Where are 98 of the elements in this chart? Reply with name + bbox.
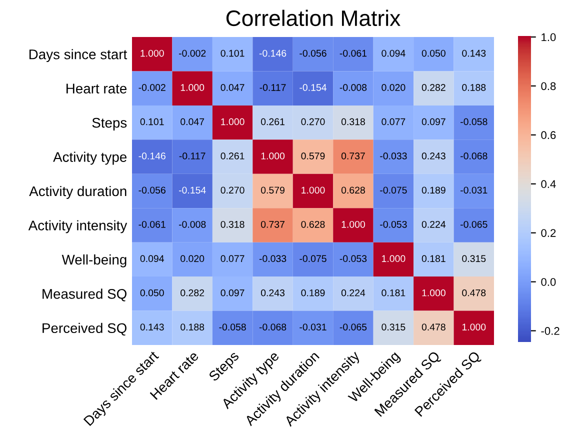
data-label: -0.008 xyxy=(340,84,367,91)
data-label: -0.068 xyxy=(460,152,488,160)
data-label: 0.097 xyxy=(220,289,244,296)
data-label: -0.008 xyxy=(178,220,206,228)
y-tick-label: Activity type xyxy=(53,152,127,165)
data-label: -0.065 xyxy=(340,324,367,330)
data-label: -0.068 xyxy=(259,324,286,330)
data-label: -0.154 xyxy=(178,186,206,194)
data-label: -0.002 xyxy=(138,84,166,91)
y-tick-label: Perceived SQ xyxy=(42,322,126,336)
data-label: -0.117 xyxy=(260,84,286,91)
data-label: 0.077 xyxy=(382,118,406,126)
data-label: 0.737 xyxy=(341,152,365,160)
data-label: 1.000 xyxy=(422,289,446,296)
data-label: 0.047 xyxy=(220,84,244,91)
data-label: 0.077 xyxy=(220,255,244,262)
data-label: 0.101 xyxy=(220,50,244,57)
y-tick-label: Well-being xyxy=(62,254,126,268)
data-label: -0.033 xyxy=(259,255,286,262)
data-label: 1.000 xyxy=(342,220,366,228)
data-label: -0.117 xyxy=(179,152,206,160)
data-label: 0.097 xyxy=(422,118,446,126)
data-label: -0.058 xyxy=(219,324,246,330)
data-label: -0.146 xyxy=(259,50,286,57)
data-label: 1.000 xyxy=(462,324,486,330)
data-label: -0.031 xyxy=(460,186,488,194)
data-label: 0.261 xyxy=(260,118,284,126)
data-label: -0.053 xyxy=(340,255,367,262)
data-label: -0.002 xyxy=(178,50,206,57)
data-label: -0.058 xyxy=(460,118,488,126)
data-label: 0.243 xyxy=(422,152,446,160)
data-label: 0.050 xyxy=(140,289,164,296)
data-label: 0.270 xyxy=(220,186,244,194)
data-label: 0.181 xyxy=(382,289,406,296)
data-label: 0.094 xyxy=(382,50,406,57)
data-label: -0.053 xyxy=(380,220,407,228)
data-label: 0.318 xyxy=(220,220,244,228)
data-label: 0.282 xyxy=(180,289,204,296)
data-label: -0.154 xyxy=(300,84,326,91)
data-label: -0.056 xyxy=(138,186,166,194)
y-tick-label: Heart rate xyxy=(66,84,127,94)
data-label: 0.282 xyxy=(422,84,446,91)
data-label: 0.318 xyxy=(341,118,365,126)
data-label: 1.000 xyxy=(302,186,325,194)
data-label: 0.189 xyxy=(301,289,325,296)
chart-title: Correlation Matrix xyxy=(226,10,400,26)
data-label: -0.146 xyxy=(138,152,166,160)
data-label: 0.020 xyxy=(382,84,406,91)
data-label: -0.033 xyxy=(380,152,407,160)
color-bar-label: 0.8 xyxy=(541,82,556,90)
data-label: 0.579 xyxy=(260,186,284,194)
y-tick-label: Steps xyxy=(92,118,127,130)
data-label: 1.000 xyxy=(382,255,406,262)
data-label: 0.143 xyxy=(462,50,486,57)
data-label: 0.579 xyxy=(301,152,325,160)
data-label: 0.315 xyxy=(382,324,406,330)
data-label: 0.224 xyxy=(422,220,446,228)
data-label: -0.031 xyxy=(300,324,326,330)
color-bar-label: 0.4 xyxy=(541,180,556,188)
y-tick-label: Activity intensity xyxy=(28,220,128,234)
data-label: 0.189 xyxy=(422,186,446,194)
data-label: 0.181 xyxy=(422,255,446,262)
data-label: 0.094 xyxy=(140,255,164,262)
y-tick-label: Days since start xyxy=(29,49,128,62)
data-label: 0.224 xyxy=(341,289,366,296)
y-tick-label: Activity duration xyxy=(29,186,126,199)
color-bar-label: 0.2 xyxy=(541,229,556,237)
data-label: 0.050 xyxy=(422,50,446,57)
color-bar-label: 0.0 xyxy=(541,278,556,286)
y-tick-label: Measured SQ xyxy=(42,288,126,302)
data-label: 1.000 xyxy=(261,152,285,160)
data-label: 0.047 xyxy=(180,118,204,126)
data-label: 0.188 xyxy=(180,324,204,330)
data-label: -0.061 xyxy=(138,220,166,228)
data-label: 0.243 xyxy=(260,289,285,296)
data-label: 0.478 xyxy=(462,289,486,296)
data-label: -0.075 xyxy=(380,186,407,194)
data-label: 1.000 xyxy=(140,50,164,57)
data-label: 0.315 xyxy=(462,255,486,262)
data-label: 0.478 xyxy=(422,324,446,330)
data-label: 0.628 xyxy=(341,186,365,194)
data-label: 0.101 xyxy=(140,118,164,126)
data-label: -0.065 xyxy=(460,220,488,228)
data-label: 0.270 xyxy=(301,118,325,126)
data-label: 0.261 xyxy=(220,152,244,160)
data-label: 0.188 xyxy=(462,84,486,91)
data-label: 1.000 xyxy=(180,84,204,91)
data-label: 1.000 xyxy=(221,118,244,126)
data-label: 0.628 xyxy=(301,220,325,228)
data-label: -0.056 xyxy=(300,50,326,57)
data-label: -0.061 xyxy=(340,50,367,57)
data-label: 0.143 xyxy=(140,324,164,330)
data-label: 0.737 xyxy=(260,220,284,228)
color-bar-label: 0.6 xyxy=(541,131,556,140)
color-bar-label: 1.0 xyxy=(542,33,556,42)
color-bar-label: -0.2 xyxy=(541,327,560,335)
data-label: -0.075 xyxy=(300,255,326,262)
data-label: 0.020 xyxy=(180,255,204,262)
